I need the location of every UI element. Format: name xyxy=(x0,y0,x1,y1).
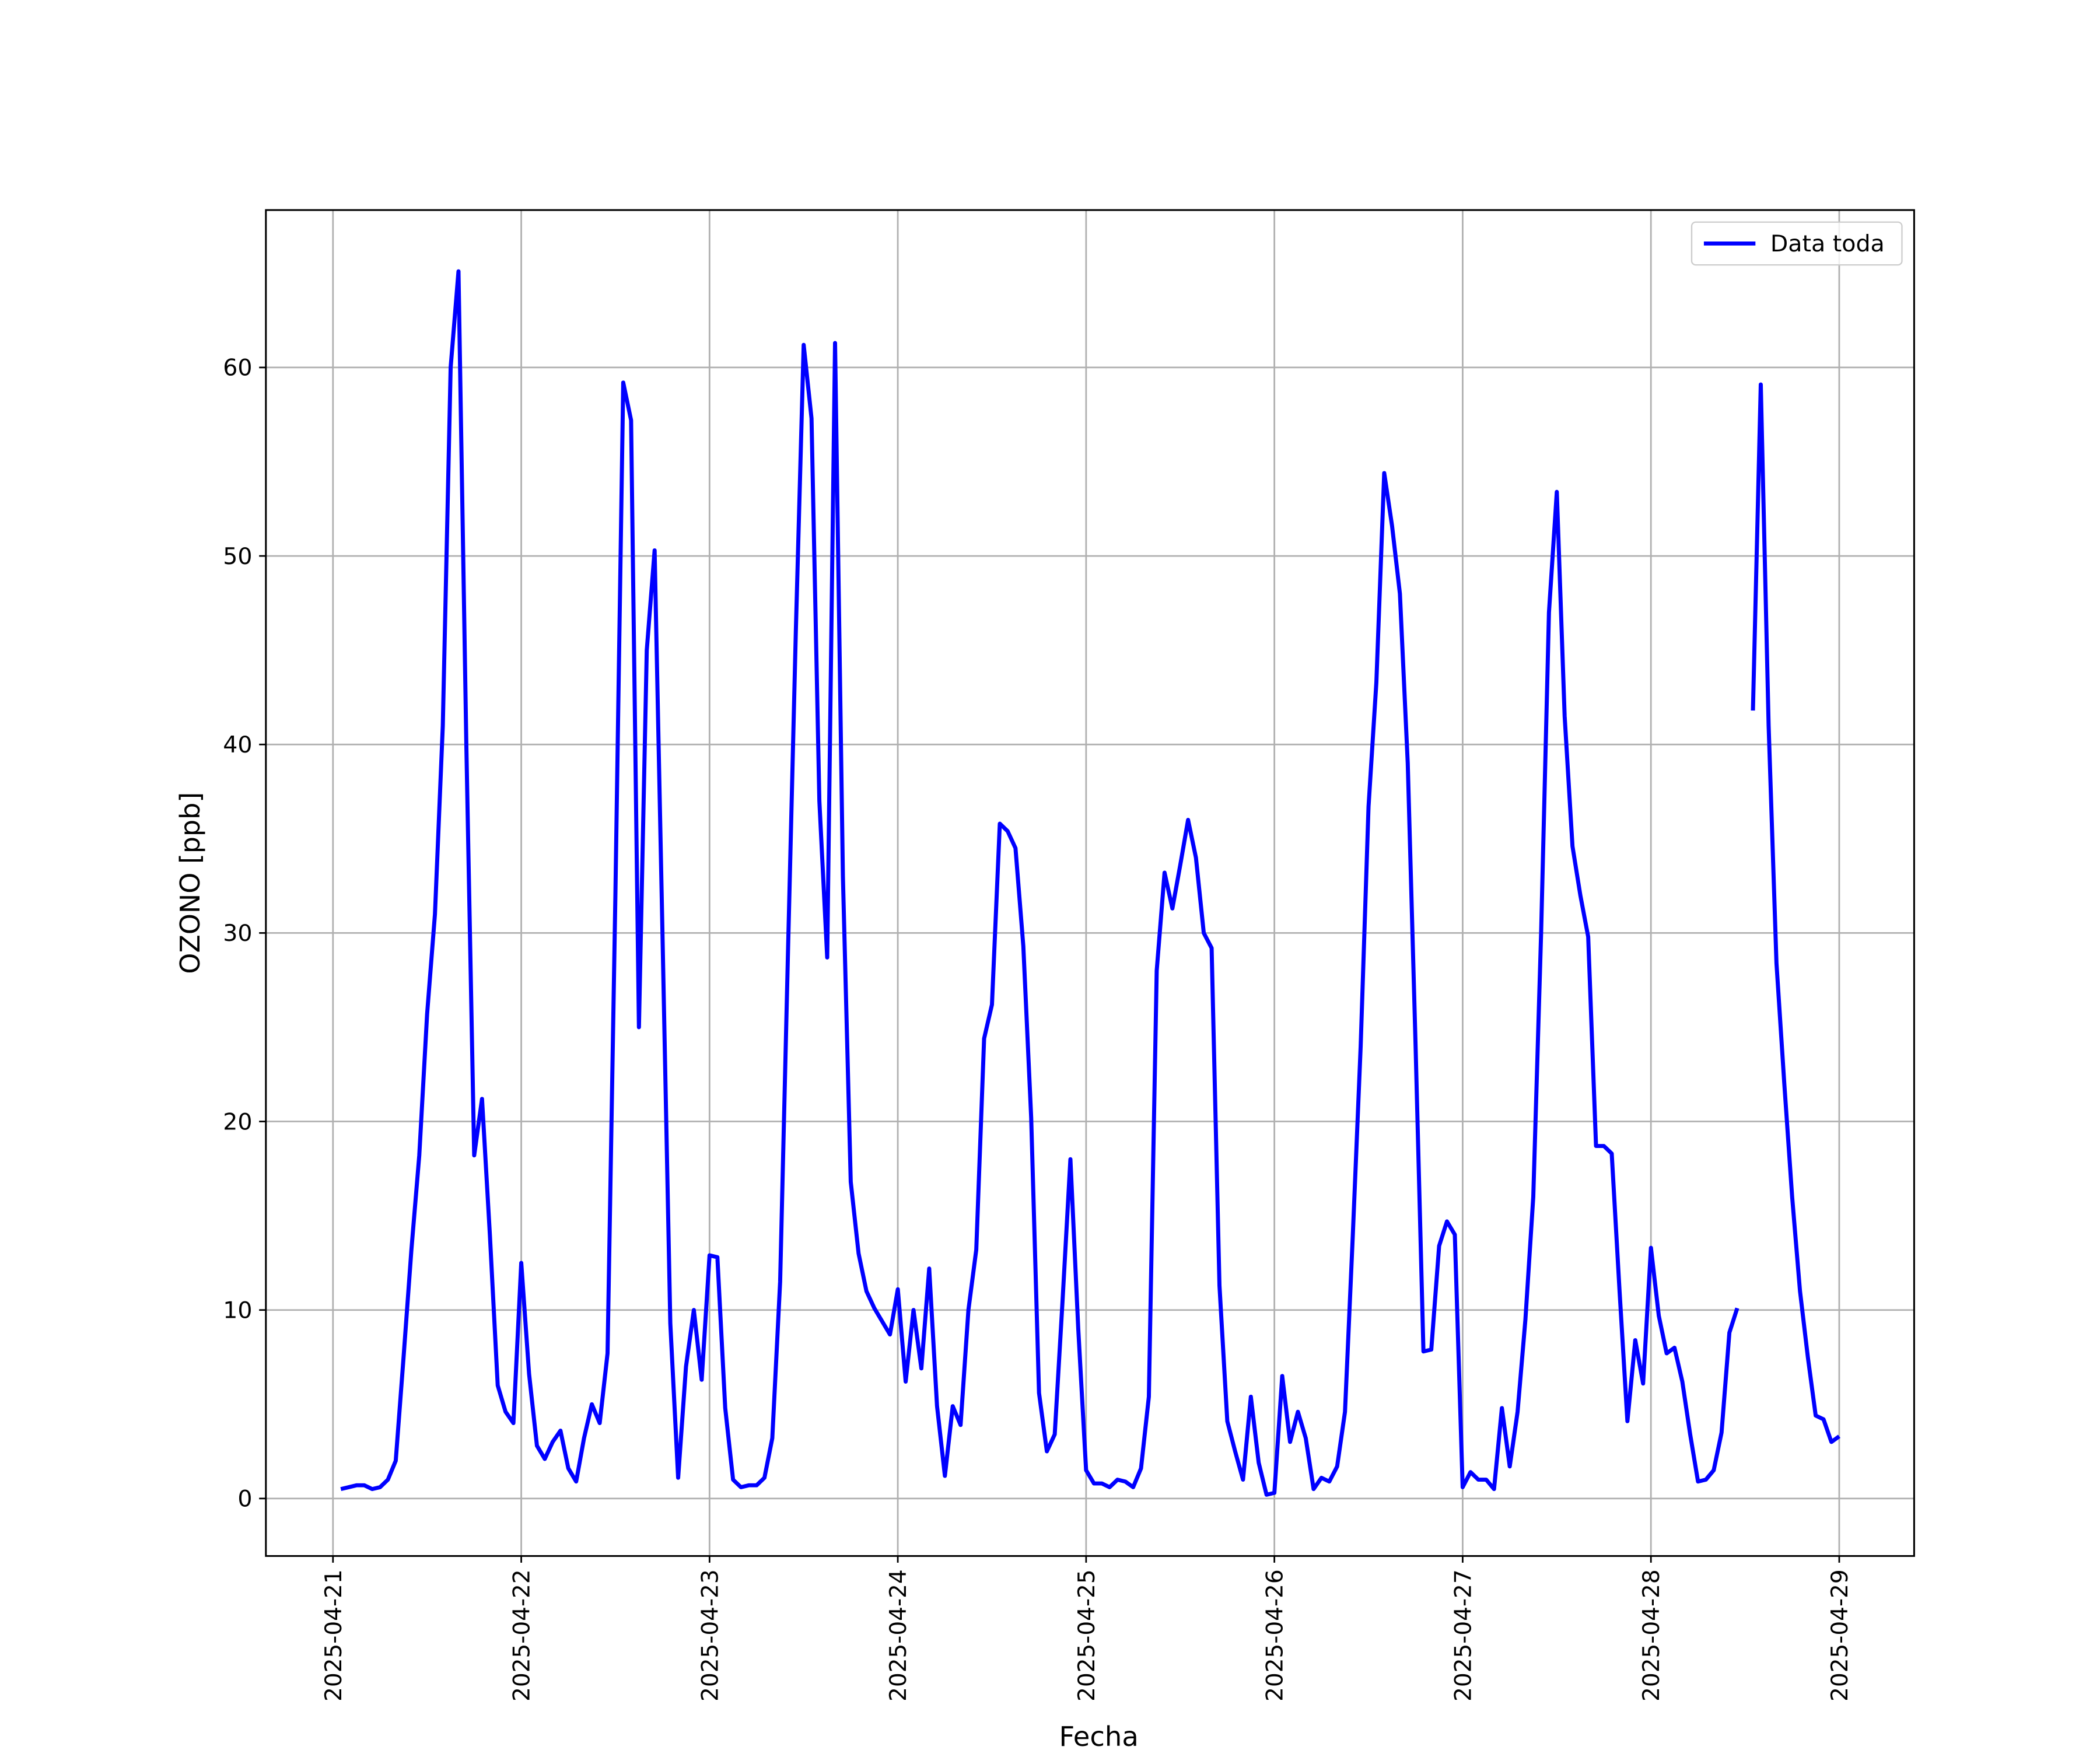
y-tick-label: 10 xyxy=(223,1298,252,1324)
x-axis-label: Fecha xyxy=(1059,1721,1139,1750)
x-tick-label: 2025-04-24 xyxy=(886,1569,912,1702)
y-tick-label: 50 xyxy=(223,544,252,570)
x-tick-label: 2025-04-29 xyxy=(1827,1569,1853,1702)
legend-box xyxy=(1690,221,1903,266)
x-tick-label: 2025-04-27 xyxy=(1450,1569,1476,1702)
legend: Data toda xyxy=(1690,221,1903,266)
y-tick-label: 40 xyxy=(223,732,252,758)
plot-frame xyxy=(265,209,1915,1557)
y-tick-label: 0 xyxy=(237,1486,252,1513)
x-tick-label: 2025-04-23 xyxy=(697,1569,723,1702)
legend-label: Data toda xyxy=(1770,231,1885,257)
x-tick-label: 2025-04-22 xyxy=(509,1569,535,1702)
y-axis-label: OZONO [ppb] xyxy=(174,792,206,974)
y-tick-label: 30 xyxy=(223,921,252,947)
x-tick-label: 2025-04-25 xyxy=(1074,1569,1100,1702)
y-tick-label: 60 xyxy=(223,355,252,382)
y-tick-label: 20 xyxy=(223,1110,252,1136)
x-tick-label: 2025-04-28 xyxy=(1639,1569,1665,1702)
data-line xyxy=(340,269,1841,1497)
x-tick-label: 2025-04-26 xyxy=(1262,1569,1288,1702)
x-tick-label: 2025-04-21 xyxy=(321,1569,347,1702)
